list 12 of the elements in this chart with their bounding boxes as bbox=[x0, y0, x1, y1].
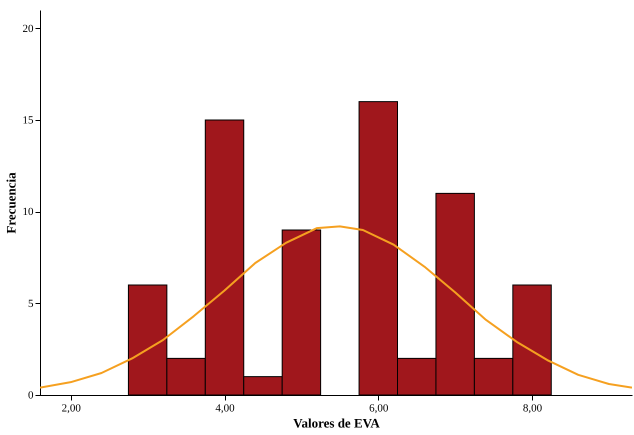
y-tick-label: 5 bbox=[28, 298, 34, 310]
line-series bbox=[40, 225, 632, 389]
x-tick-label: 4,00 bbox=[215, 402, 236, 414]
x-tick-label: 2,00 bbox=[62, 402, 82, 414]
x-tick-label: 6,00 bbox=[369, 402, 389, 414]
y-tick-label: 15 bbox=[22, 114, 34, 126]
x-axis-title: Valores de EVA bbox=[293, 416, 380, 430]
y-tick-label: 0 bbox=[28, 390, 34, 402]
y-axis-title: Frecuencia bbox=[4, 172, 18, 234]
x-tick-label: 8,00 bbox=[522, 402, 543, 414]
y-tick-label: 20 bbox=[22, 22, 34, 35]
y-tick-label: 10 bbox=[22, 206, 34, 218]
